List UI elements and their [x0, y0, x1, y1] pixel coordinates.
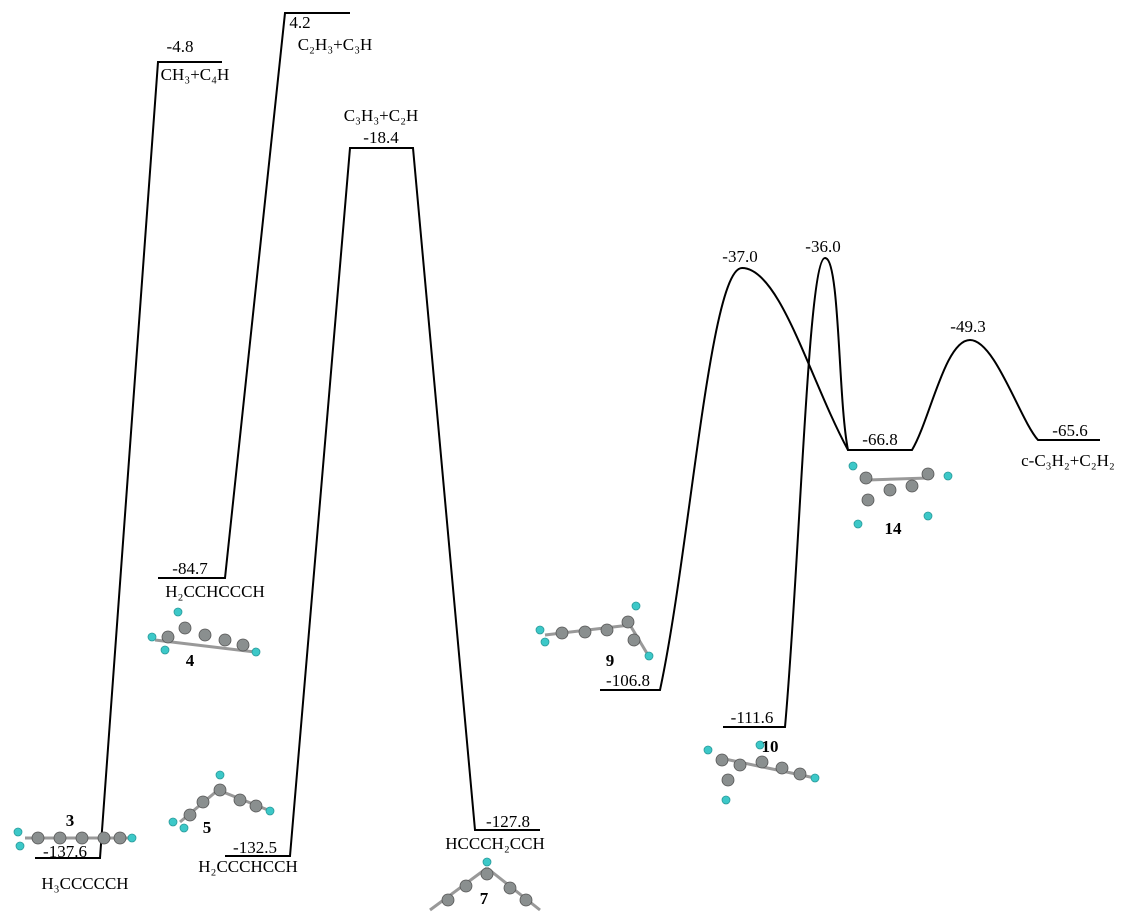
- species-label: HCCCH₂CCH: [445, 834, 544, 853]
- energy-label: -4.8: [167, 37, 194, 56]
- structure-id: 10: [762, 737, 779, 756]
- energy-label: -18.4: [363, 128, 399, 147]
- species-label: C₃H₃+C₂H: [344, 106, 419, 125]
- species-label: CH₃+C₄H: [161, 65, 230, 84]
- species-label: C₂H₃+C₃H: [298, 35, 373, 54]
- ts-energy-label: -36.0: [805, 237, 840, 256]
- energy-label: -127.8: [486, 812, 530, 831]
- energy-label: 4.2: [289, 13, 310, 32]
- energy-label: -84.7: [172, 559, 208, 578]
- energy-label: -137.6: [43, 842, 87, 861]
- path-10-14: [723, 258, 1100, 727]
- molecule-4: [148, 608, 260, 656]
- path-3: [35, 62, 222, 858]
- structure-id: 14: [885, 519, 903, 538]
- structure-id: 5: [203, 818, 212, 837]
- energy-label: -111.6: [731, 708, 774, 727]
- molecule-5: [169, 771, 274, 832]
- species-label: H₃CCCCCH: [41, 874, 128, 893]
- structure-id: 3: [66, 811, 75, 830]
- ts-energy-label: -37.0: [722, 247, 757, 266]
- species-label: c-C₃H₂+C₂H₂: [1021, 451, 1115, 470]
- structure-id: 9: [606, 651, 615, 670]
- energy-label: -65.6: [1052, 421, 1087, 440]
- energy-diagram: -137.6 H₃CCCCCH 3 -4.8 CH₃+C₄H -84.7 H₂CCHCCCH…: [0, 0, 1127, 913]
- ts-energy-label: -49.3: [950, 317, 985, 336]
- species-label: H₂CCHCCCH: [165, 582, 264, 601]
- energy-label: -132.5: [233, 838, 277, 857]
- energy-label: -106.8: [606, 671, 650, 690]
- molecule-9: [536, 602, 653, 660]
- energy-label: -66.8: [862, 430, 897, 449]
- path-5-7: [225, 148, 540, 856]
- structure-id: 4: [186, 651, 195, 670]
- species-label: H₂CCCHCCH: [198, 857, 297, 876]
- level-lines: [35, 13, 1100, 858]
- structure-id: 7: [480, 889, 489, 908]
